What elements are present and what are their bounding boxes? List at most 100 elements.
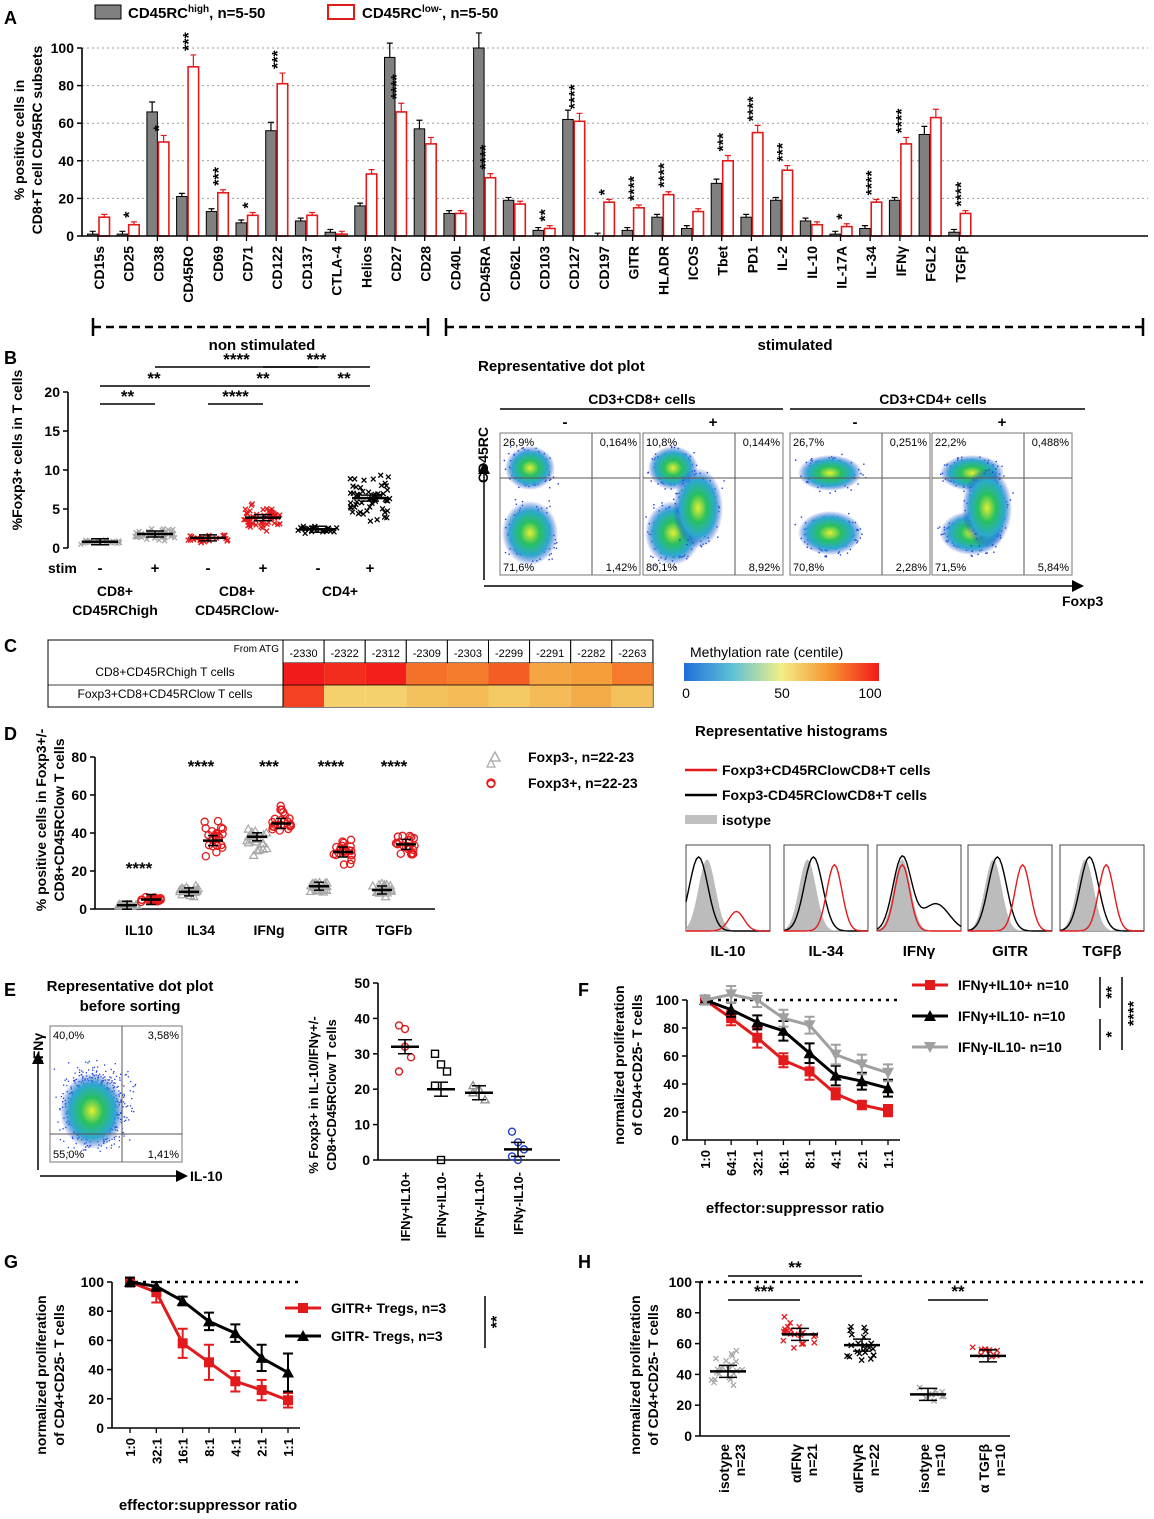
- f-x-tick-label: 2:1: [855, 1150, 870, 1169]
- scale-tick-100: 100: [858, 685, 882, 701]
- errorbar-low: [457, 210, 464, 214]
- errorbar-high: [654, 213, 661, 218]
- d-foxp3neg-point: [372, 887, 383, 897]
- event-dot: [652, 556, 654, 559]
- h-data-point: [994, 1347, 1001, 1354]
- event-dot: [850, 489, 852, 491]
- g-x-tick-label: 1:1: [281, 1438, 296, 1457]
- bar-low-IL-34: [870, 201, 883, 237]
- b-data-point: [355, 510, 362, 517]
- a-ytick-label: 0: [66, 228, 74, 244]
- event-dot: [95, 1071, 97, 1073]
- d-foxp3pos-point: [409, 833, 419, 843]
- h-category-n: n=21: [804, 1444, 820, 1477]
- errorbar-high: [832, 230, 839, 235]
- significance-marker: *: [151, 124, 168, 131]
- significance-marker: ****: [894, 108, 911, 134]
- a-ytick-label: 20: [58, 190, 74, 206]
- event-dot: [66, 1084, 68, 1087]
- significance-marker: *: [597, 188, 614, 195]
- g-series-line: [129, 1280, 289, 1402]
- stim-label: stim: [48, 560, 77, 576]
- bar-low-ICOS: [692, 210, 705, 237]
- event-dot: [114, 1078, 116, 1081]
- y-axis-label-d2: CD8+CD45RClow T cells: [51, 738, 67, 901]
- stim-value: -: [206, 560, 211, 577]
- bar-low-CD28: [424, 143, 438, 237]
- significance-marker: ***: [211, 166, 228, 185]
- e-ytick-label: 0: [362, 1152, 370, 1168]
- event-dot: [834, 490, 836, 493]
- errorbar-low: [606, 198, 613, 203]
- errorbar-high: [149, 101, 156, 112]
- quadrant-lr: 2,28%: [896, 562, 927, 574]
- hist-legend-isotype: isotype: [722, 812, 771, 828]
- histogram-marker-label: IFNγ: [903, 943, 936, 960]
- event-dot: [721, 487, 723, 489]
- event-dot: [993, 551, 995, 553]
- bar-high-CD62L: [502, 199, 515, 237]
- event-dot: [504, 551, 507, 554]
- x-tick-label: FGL2: [923, 246, 939, 282]
- g-x-tick-label: 2:1: [255, 1438, 270, 1457]
- quadrant-ur: 0,144%: [743, 437, 781, 449]
- panel-b-dotplots: Representative dot plot CD3+CD8+ cells C…: [475, 358, 1103, 609]
- event-dot: [825, 556, 827, 558]
- errorbar-low: [368, 169, 375, 174]
- bar-high-GITR: [621, 229, 634, 237]
- event-dot: [80, 1070, 83, 1072]
- heatmap-cell: [324, 663, 366, 685]
- g-marker: [282, 1366, 294, 1378]
- heatmap-cell: [488, 663, 530, 685]
- event-dot: [53, 1068, 55, 1070]
- event-dot: [985, 552, 987, 555]
- panel-c: From ATG -2330 -2322 -2312 -2309 -2303 -2299-…: [47, 639, 882, 708]
- event-dot: [549, 505, 551, 508]
- event-dot: [82, 1149, 85, 1151]
- b-data-point: [384, 508, 391, 514]
- panel-f: normalized proliferation of CD4+CD25- T …: [611, 977, 1143, 1217]
- event-dot: [129, 1105, 132, 1107]
- x-tick-label: CD127: [566, 246, 582, 290]
- quadrant-ul: 26,9%: [503, 437, 534, 449]
- e-ytick-label: 50: [354, 975, 370, 991]
- histogram-marker-label: TGFβ: [1082, 943, 1121, 960]
- event-dot: [65, 1078, 68, 1080]
- g-marker: [203, 1315, 215, 1327]
- bar-low-CD71: [246, 214, 259, 237]
- event-dot: [963, 490, 965, 492]
- f-x-tick-label: 64:1: [724, 1150, 739, 1176]
- event-dot: [133, 1111, 135, 1113]
- bar-high-HLADR: [651, 216, 663, 237]
- f-sig-marker: **: [1104, 986, 1121, 999]
- panel-label-h: H: [578, 1252, 591, 1272]
- bar-low-PD1: [751, 131, 764, 237]
- event-dot: [857, 483, 859, 485]
- errorbar-low: [546, 225, 553, 229]
- stim-value: +: [366, 560, 375, 577]
- g-marker: [124, 1276, 136, 1287]
- b-ytick-label: 15: [44, 423, 60, 439]
- x-tick-label: CD15s: [91, 246, 107, 290]
- b-data-point: [169, 526, 176, 533]
- event-dot: [794, 523, 796, 526]
- b-data-point: [170, 531, 177, 538]
- event-dot: [55, 1096, 57, 1098]
- errorbar-high: [505, 196, 512, 201]
- bar-high-CD127: [562, 118, 574, 237]
- g-ytick-label: 100: [81, 1274, 105, 1290]
- event-dot: [514, 498, 517, 501]
- quadrant-ul: 22,2%: [935, 437, 966, 449]
- event-dot: [117, 1085, 119, 1088]
- event-dot: [693, 452, 695, 454]
- h-category-n: n=10: [932, 1444, 948, 1477]
- event-dot: [78, 1071, 81, 1074]
- d-foxp3neg-point: [380, 883, 391, 893]
- heatmap-position: -2309: [413, 648, 441, 660]
- bar-low-IL-10: [810, 223, 824, 237]
- d-category: IL34: [187, 922, 215, 938]
- d-foxp3pos-point: [339, 860, 349, 869]
- heatmap-cell: [324, 685, 366, 707]
- f-x-tick-label: 8:1: [803, 1150, 818, 1169]
- f-ytick-label: 60: [663, 1048, 679, 1064]
